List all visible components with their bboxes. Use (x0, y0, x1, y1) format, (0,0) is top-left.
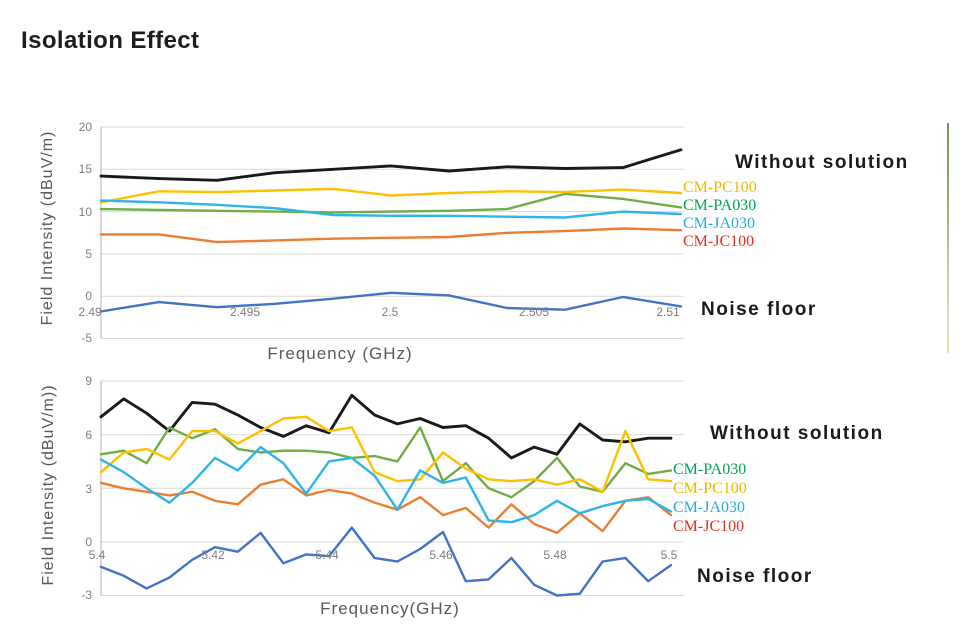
series-line-cm-ja030 (99, 445, 673, 524)
y-tick-label: 5 (85, 247, 92, 261)
y-tick-label: -5 (81, 331, 92, 345)
legend-noise-floor: Noise floor (697, 566, 813, 587)
y-tick-label: 6 (85, 428, 92, 442)
x-axis-title: Frequency(GHz) (320, 599, 460, 618)
legend-cm-pa030: CM-PA030 (683, 197, 757, 214)
series-line-cm-pc100 (99, 415, 673, 493)
legend-cm-jc100: CM-JC100 (683, 233, 755, 250)
x-tick-label: 2.495 (229, 305, 261, 319)
legend-cm-ja030: CM-JA030 (673, 499, 746, 516)
x-tick-label: 5.48 (543, 548, 567, 562)
legend-cm-pc100: CM-PC100 (683, 179, 757, 196)
legend-without-solution: Without solution (710, 423, 884, 444)
y-tick-label: -3 (81, 588, 92, 602)
legend-without-solution: Without solution (735, 152, 909, 173)
x-tick-label: 5.42 (201, 548, 225, 562)
series-line-cm-jc100 (99, 478, 673, 535)
x-axis-title: Frequency (GHz) (267, 344, 413, 363)
x-tick-label: 2.49 (78, 305, 102, 319)
slide-edge-artifact (947, 335, 949, 353)
series-line-cm-ja030 (99, 199, 683, 219)
x-tick-label: 5.4 (88, 548, 106, 562)
y-tick-label: 20 (78, 120, 92, 134)
y-tick-label: 9 (85, 374, 92, 388)
legend-cm-pa030: CM-PA030 (673, 461, 747, 478)
legend-cm-ja030: CM-JA030 (683, 215, 756, 232)
series-line-cm-pc100 (99, 187, 683, 204)
x-tick-label: 5.44 (315, 548, 339, 562)
series-line-noise-floor (99, 526, 673, 597)
series-line-without-solution (99, 148, 683, 182)
series-line-cm-pa030 (99, 426, 673, 499)
legend-cm-pc100: CM-PC100 (673, 480, 747, 497)
series-line-noise-floor (99, 291, 683, 313)
x-tick-label: 2.5 (381, 305, 399, 319)
x-tick-label: 2.505 (518, 305, 550, 319)
x-tick-label: 2.51 (656, 305, 680, 319)
series-line-without-solution (99, 393, 673, 460)
legend-cm-jc100: CM-JC100 (673, 518, 745, 535)
y-tick-label: 0 (85, 535, 92, 549)
x-tick-label: 5.46 (429, 548, 453, 562)
y-tick-label: 0 (85, 289, 92, 303)
y-tick-label: 10 (78, 205, 92, 219)
series-line-cm-pa030 (99, 192, 683, 214)
legend-noise-floor: Noise floor (701, 299, 817, 320)
y-axis-title: Field Intensity (dBuV/m) (39, 130, 56, 326)
series-line-cm-jc100 (99, 227, 683, 244)
x-tick-label: 5.5 (660, 548, 678, 562)
y-tick-label: 15 (78, 162, 92, 176)
y-axis-title: Field Intensity (dBuV/m)) (40, 384, 57, 586)
page-title: Isolation Effect (21, 27, 200, 54)
slide-edge-artifact (947, 123, 949, 351)
y-tick-label: 3 (85, 482, 92, 496)
